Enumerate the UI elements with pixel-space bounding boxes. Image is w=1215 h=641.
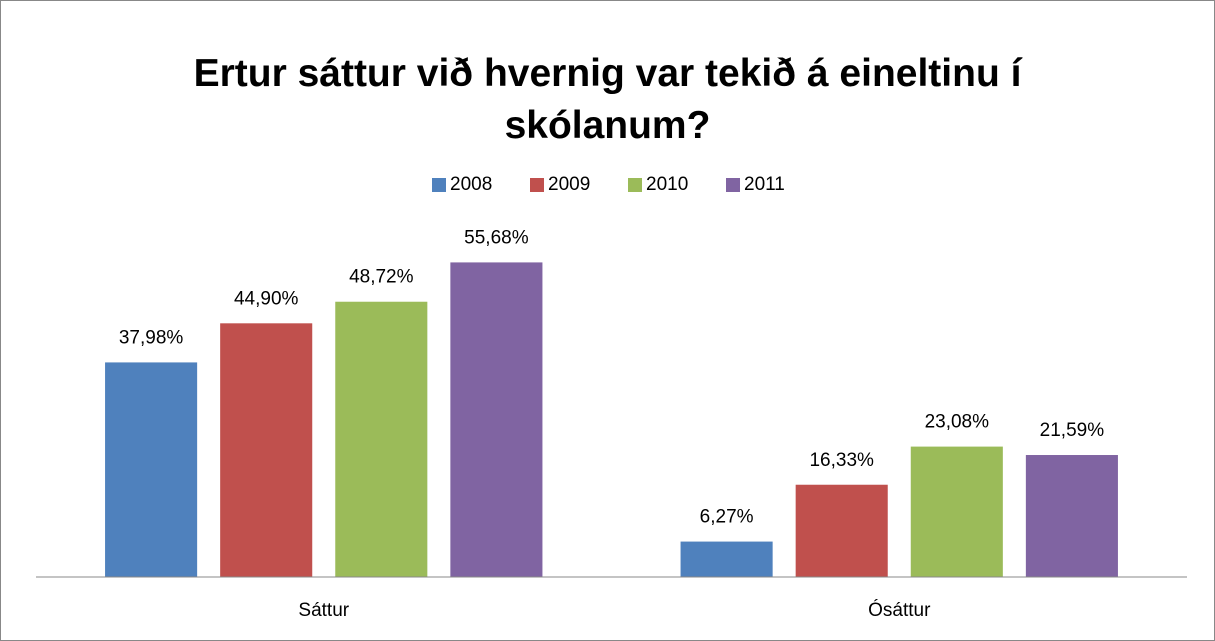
legend-label: 2009 xyxy=(548,174,590,195)
legend-swatch xyxy=(432,178,446,192)
bar xyxy=(910,446,1003,577)
bar xyxy=(220,323,313,577)
legend-swatch xyxy=(726,178,740,192)
x-tick-label: Sáttur xyxy=(298,600,349,621)
bar xyxy=(105,362,198,577)
legend-swatch xyxy=(530,178,544,192)
data-label: 55,68% xyxy=(464,227,529,248)
data-label: 21,59% xyxy=(1040,420,1105,441)
bar xyxy=(795,484,888,577)
data-label: 23,08% xyxy=(925,412,990,433)
bar xyxy=(335,301,428,577)
data-label: 16,33% xyxy=(809,450,874,471)
legend-label: 2011 xyxy=(744,174,785,195)
legend-label: 2008 xyxy=(450,174,492,195)
data-label: 6,27% xyxy=(700,507,754,528)
legend-label: 2010 xyxy=(646,174,688,195)
bar xyxy=(680,541,773,577)
bar xyxy=(450,262,543,577)
data-label: 37,98% xyxy=(119,327,184,348)
data-label: 44,90% xyxy=(234,288,299,309)
data-label: 48,72% xyxy=(349,267,414,288)
chart-title: Ertur sáttur við hvernig var tekið á ein… xyxy=(193,52,1022,147)
legend-swatch xyxy=(628,178,642,192)
x-tick-label: Ósáttur xyxy=(868,599,931,621)
bar xyxy=(1025,455,1118,577)
